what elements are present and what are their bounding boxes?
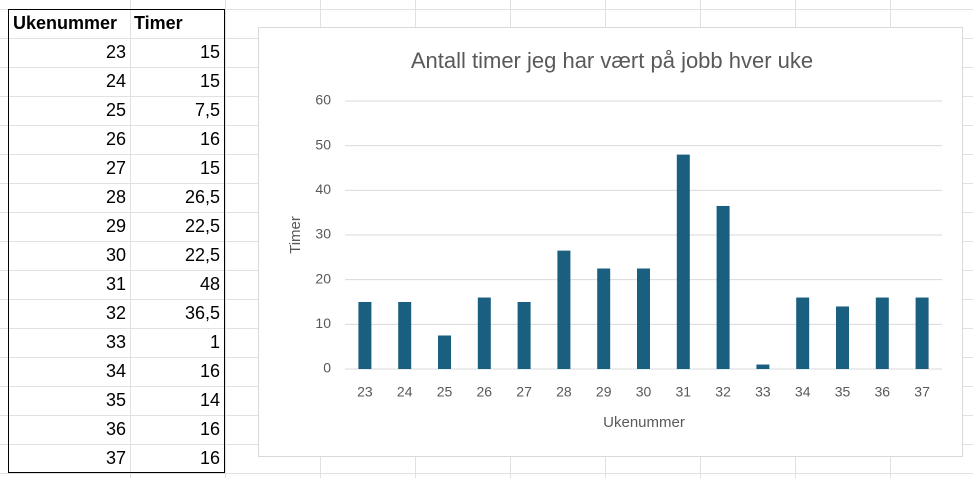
data-table: Ukenummer Timer 23 15 24 15 25 7,5 26 16 27 15 28 26,… [8,9,225,473]
x-tick-label: 26 [477,384,493,400]
chart-area [258,27,963,457]
bar [676,154,690,369]
y-tick-label: 50 [315,136,331,152]
y-tick-label: 30 [315,226,331,242]
x-tick-label: 35 [835,384,851,400]
bar [477,297,491,369]
bar [637,268,650,369]
y-tick-label: 40 [315,181,331,197]
x-tick-label: 32 [715,384,731,400]
x-tick-label: 25 [437,384,453,400]
bar [517,302,531,369]
x-tick-label: 27 [516,384,532,400]
table-cell: 22,5 [184,216,220,236]
table-cell: Ukenummer [13,13,118,33]
table-cell: 14 [199,390,220,410]
table-cell: 37 [105,448,126,468]
table-cell: 32 [105,303,126,323]
table-cell: 16 [199,129,220,149]
table-cell: 22,5 [184,245,220,265]
table-cell: 23 [105,42,126,62]
x-tick-label: 33 [755,384,771,400]
y-tick-label: 60 [315,92,331,108]
table-cell: Timer [134,13,183,33]
table-cell: 1 [209,332,220,352]
x-tick-label: 31 [676,384,692,400]
table-cell: 7,5 [194,100,220,120]
table-cell: 27 [105,158,126,178]
y-axis-title: Timer [287,216,304,254]
x-tick-label: 29 [596,384,612,400]
bar [716,205,730,369]
table-cell: 31 [105,274,126,294]
table-cell: 34 [105,361,126,381]
bar [398,302,412,369]
x-axis-title: Ukenummer [603,414,685,431]
bar [796,297,810,369]
table-cell: 48 [199,274,220,294]
table-cell: 15 [199,42,220,62]
table-cell: 30 [105,245,126,265]
table-cell: 16 [199,448,220,468]
table-cell: 36 [105,419,126,439]
x-tick-label: 34 [795,384,811,400]
bar [358,302,372,369]
bar [557,250,571,369]
table-cell: 29 [105,216,126,236]
bar [438,335,451,369]
y-tick-label: 0 [323,360,331,376]
y-tick-label: 20 [315,270,331,286]
x-tick-label: 23 [357,384,373,400]
table-cell: 33 [105,332,126,352]
y-tick-label: 10 [315,315,331,331]
table-cell: 15 [199,71,220,91]
table-cell: 26,5 [184,187,220,207]
table-cell: 16 [199,361,220,381]
x-tick-label: 36 [875,384,891,400]
bar [915,297,929,369]
table-cell: 35 [105,390,126,410]
table-cell: 26 [105,129,126,149]
table-cell: 25 [105,100,126,120]
x-tick-label: 30 [636,384,652,400]
chart-title: Antall timer jeg har vært på jobb hver u… [411,48,813,73]
bar [597,268,611,369]
table-cell: 28 [105,187,126,207]
x-tick-label: 24 [397,384,413,400]
bar [875,297,889,369]
bar [756,364,770,369]
table-cell: 15 [199,158,220,178]
table-cell: 24 [105,71,126,91]
x-tick-label: 37 [914,384,930,400]
table-cell: 36,5 [184,303,220,323]
x-tick-label: 28 [556,384,572,400]
table-cell: 16 [199,419,220,439]
bar [836,306,849,369]
